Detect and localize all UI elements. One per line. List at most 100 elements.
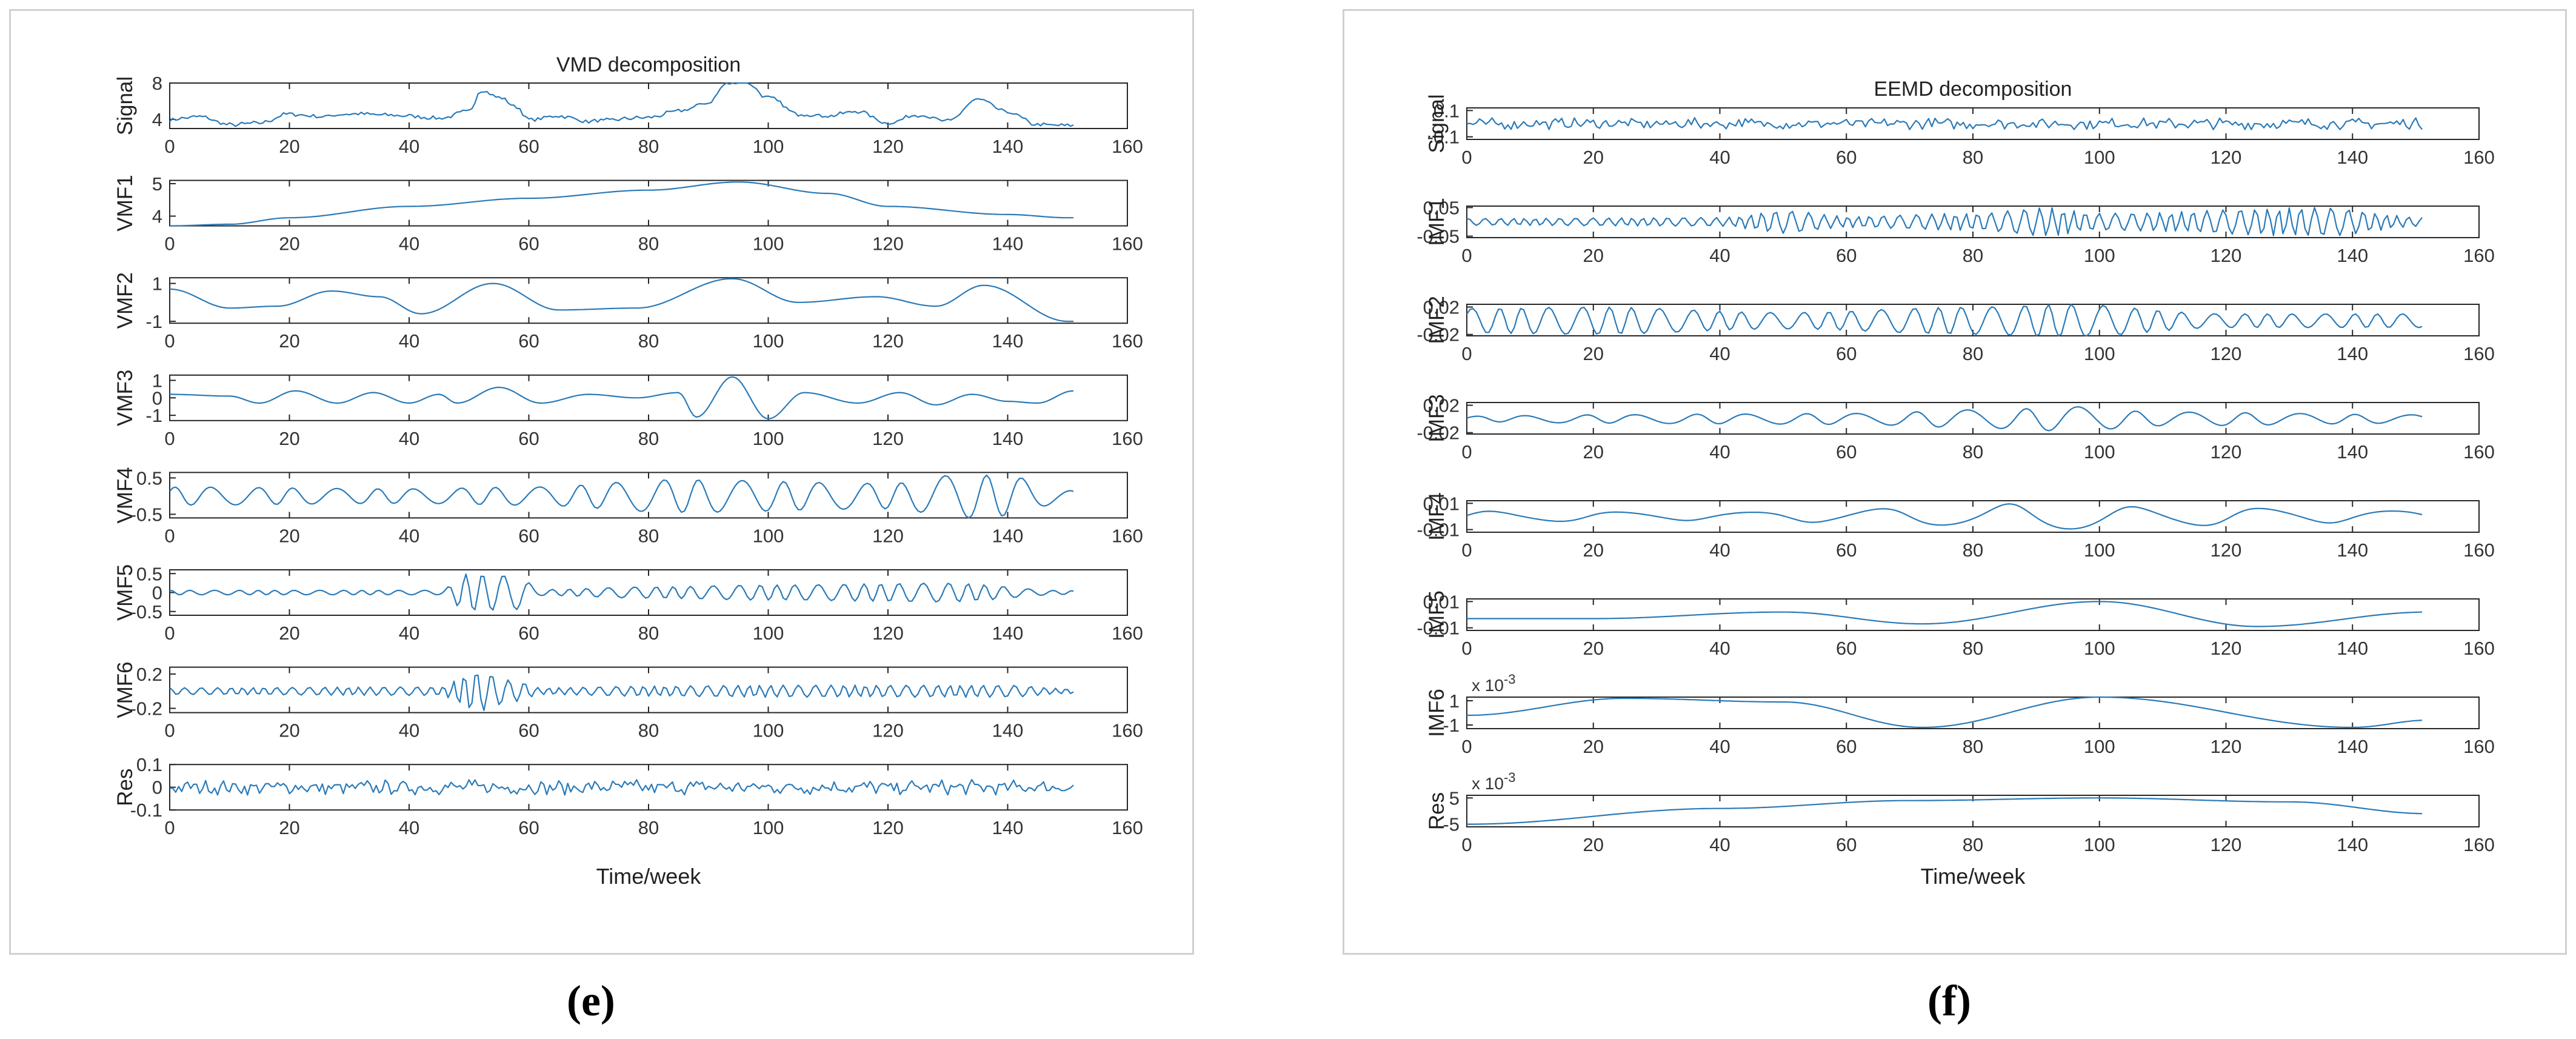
x-tick-label: 20 [1583, 638, 1604, 659]
x-tick-label: 120 [2211, 147, 2242, 168]
x-tick-label: 60 [1836, 441, 1857, 463]
figure-panel-e [9, 9, 1194, 955]
x-tick-label: 140 [2337, 736, 2368, 757]
y-tick-label: 5 [1449, 787, 1460, 809]
x-tick-label: 80 [638, 720, 659, 741]
y-tick-label: -0.01 [1416, 520, 1460, 541]
y-axis-label: IMF3 [1425, 394, 1449, 443]
x-axis-label: Time/week [596, 864, 702, 889]
y-tick-label: 1 [152, 370, 162, 391]
x-tick-label: 140 [992, 330, 1024, 352]
x-tick-label: 60 [518, 330, 539, 352]
x-tick-label: 140 [992, 525, 1024, 546]
x-tick-label: 160 [1112, 623, 1143, 644]
x-tick-label: 0 [1461, 245, 1472, 266]
figure-panel-f [1343, 9, 2567, 955]
y-tick-label: -5 [1443, 814, 1460, 835]
x-tick-label: 100 [753, 623, 784, 644]
series-line [169, 779, 1074, 796]
x-tick-label: 100 [753, 817, 784, 838]
x-tick-label: 160 [2463, 736, 2495, 757]
x-tick-label: 0 [164, 525, 175, 546]
x-tick-label: 160 [1112, 233, 1143, 255]
x-tick-label: 20 [279, 330, 299, 352]
y-tick-label: 4 [152, 109, 162, 130]
x-tick-label: 160 [1112, 330, 1143, 352]
series-line [1467, 797, 2423, 825]
y-tick-label: -1 [145, 405, 162, 426]
x-tick-label: 160 [1112, 428, 1143, 449]
x-tick-label: 40 [399, 525, 419, 546]
y-tick-label: 1 [152, 273, 162, 295]
y-tick-label: 0.01 [1423, 493, 1460, 514]
series-line [169, 674, 1074, 712]
x-tick-label: 0 [1461, 638, 1472, 659]
x-tick-label: 160 [1112, 720, 1143, 741]
y-axis-label: Res [113, 769, 137, 806]
y-tick-label: 0.01 [1423, 591, 1460, 612]
x-tick-label: 140 [992, 720, 1024, 741]
x-tick-label: 140 [2337, 638, 2368, 659]
x-tick-label: 40 [1709, 245, 1730, 266]
x-tick-label: 120 [2211, 736, 2242, 757]
y-axis-label: Signal [1425, 94, 1449, 153]
y-axis-label: Signal [113, 76, 137, 135]
x-tick-label: 100 [2084, 834, 2115, 855]
x-tick-label: 120 [872, 817, 904, 838]
caption-e: (e) [567, 977, 615, 1025]
x-tick-label: 0 [164, 817, 175, 838]
series-line [169, 82, 1074, 127]
x-tick-label: 20 [279, 817, 299, 838]
x-tick-label: 80 [638, 233, 659, 255]
series-line [169, 573, 1074, 611]
y-axis-label: IMF4 [1425, 492, 1449, 541]
x-tick-label: 160 [2463, 638, 2495, 659]
x-tick-label: 20 [279, 525, 299, 546]
x-tick-label: 80 [1963, 147, 1983, 168]
y-axis-label: IMF6 [1425, 689, 1449, 737]
x-tick-label: 80 [1963, 834, 1983, 855]
series-line [1466, 304, 2423, 337]
x-tick-label: 100 [2084, 441, 2115, 463]
x-tick-label: 40 [399, 720, 419, 741]
x-tick-label: 40 [399, 817, 419, 838]
x-tick-label: 160 [2463, 245, 2495, 266]
x-tick-label: 120 [872, 136, 904, 157]
x-tick-label: 80 [1963, 441, 1983, 463]
caption-f: (f) [1927, 977, 1971, 1025]
series-line [169, 278, 1074, 322]
y-tick-label: 0 [152, 777, 162, 798]
x-tick-label: 120 [872, 428, 904, 449]
x-tick-label: 0 [164, 136, 175, 157]
x-tick-label: 20 [1583, 441, 1604, 463]
x-tick-label: 40 [399, 623, 419, 644]
x-tick-label: 0 [164, 623, 175, 644]
x-tick-label: 160 [2463, 540, 2495, 561]
x-tick-label: 60 [518, 623, 539, 644]
x-tick-label: 100 [753, 233, 784, 255]
x-tick-label: 40 [1709, 343, 1730, 364]
x-tick-label: 140 [992, 428, 1024, 449]
x-tick-label: 80 [1963, 540, 1983, 561]
x-tick-label: 40 [1709, 638, 1730, 659]
y-axis-label: VMF4 [113, 467, 137, 523]
x-tick-label: 80 [1963, 638, 1983, 659]
y-tick-label: 0.02 [1423, 395, 1460, 416]
series-line [1467, 696, 2423, 729]
x-tick-label: 40 [1709, 834, 1730, 855]
y-tick-label: 0 [152, 387, 162, 409]
x-tick-label: 80 [638, 330, 659, 352]
x-tick-label: 60 [1836, 736, 1857, 757]
x-tick-label: 120 [2211, 343, 2242, 364]
x-tick-label: 120 [2211, 834, 2242, 855]
x-tick-label: 120 [872, 233, 904, 255]
x-tick-label: 100 [753, 330, 784, 352]
x-tick-label: 60 [1836, 638, 1857, 659]
x-tick-label: 160 [2463, 441, 2495, 463]
